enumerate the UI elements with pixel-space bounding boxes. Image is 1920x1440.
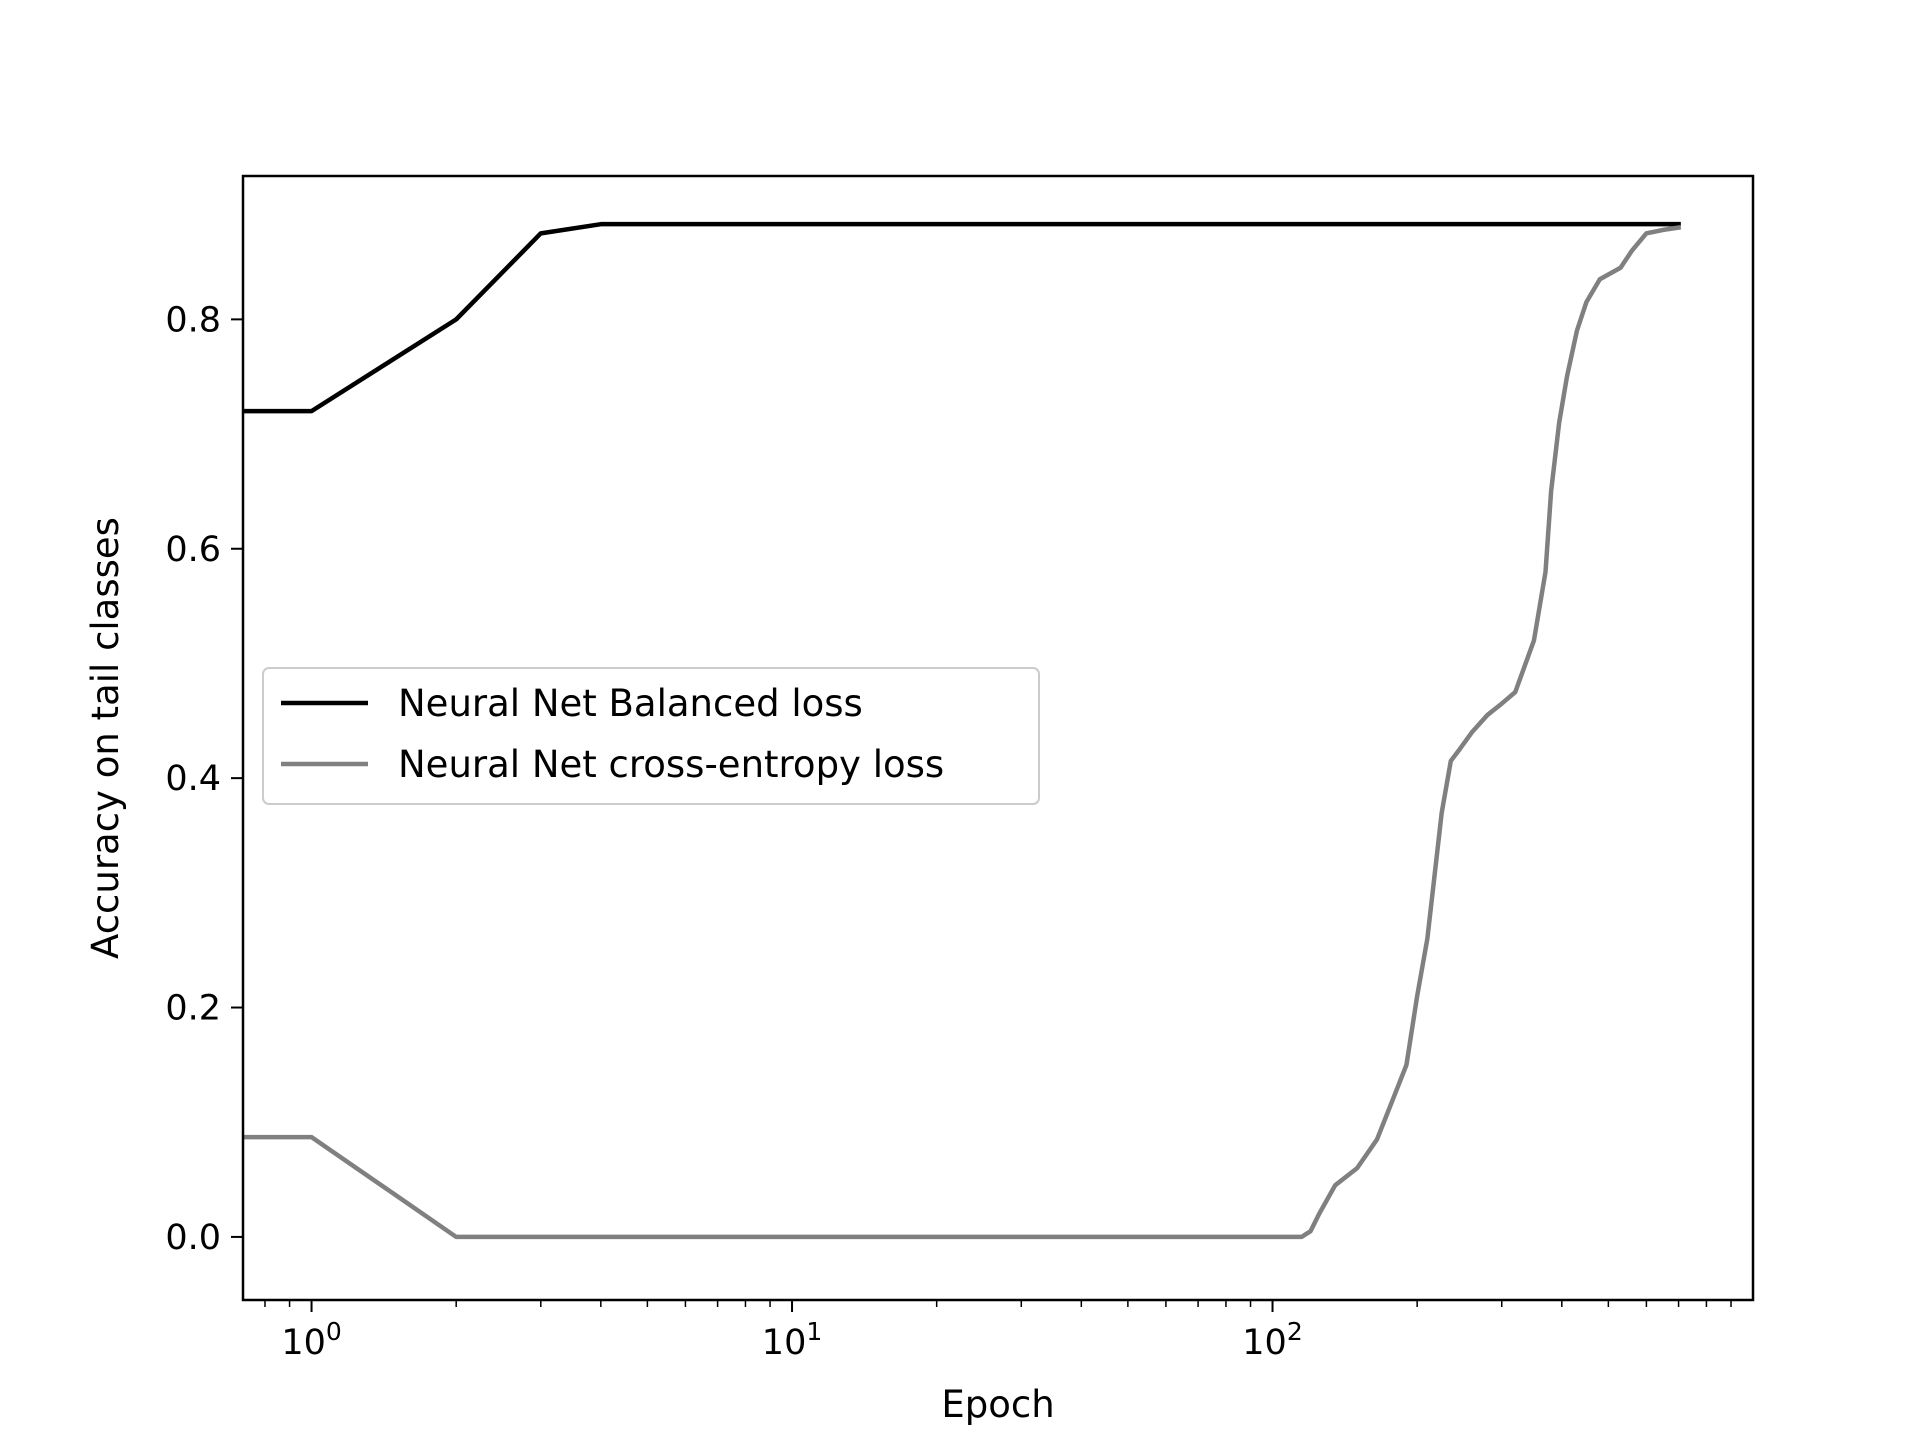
y-tick-label: 0.0 xyxy=(165,1218,221,1258)
series-line-1 xyxy=(243,221,1681,414)
x-tick-base: 10 xyxy=(762,1323,807,1363)
series-line-2 xyxy=(243,225,1682,1240)
legend-label-1: Neural Net Balanced loss xyxy=(398,682,863,725)
x-tick-label: 102 xyxy=(1242,1317,1302,1363)
y-axis: 0.0 0.2 0.4 0.6 0.8 xyxy=(165,300,243,1258)
x-tick-exponent: 0 xyxy=(326,1317,342,1346)
x-tick-label: 101 xyxy=(762,1317,822,1363)
x-axis: 100 101 102 xyxy=(264,1300,1732,1363)
y-tick-label: 0.4 xyxy=(165,759,221,799)
x-tick-exponent: 2 xyxy=(1287,1317,1303,1346)
legend-label-2: Neural Net cross-entropy loss xyxy=(398,743,944,786)
legend-box xyxy=(262,667,1040,805)
y-axis-label: Accuracy on tail classes xyxy=(84,517,127,959)
plot-frame xyxy=(241,174,1755,1302)
y-tick-label: 0.6 xyxy=(165,530,221,570)
legend: Neural Net Balanced loss Neural Net cross… xyxy=(262,667,1040,805)
x-tick-exponent: 1 xyxy=(806,1317,822,1346)
y-tick-label: 0.2 xyxy=(165,989,221,1029)
x-tick-base: 10 xyxy=(1242,1323,1287,1363)
x-tick-base: 10 xyxy=(281,1323,326,1363)
x-tick-label: 100 xyxy=(281,1317,341,1363)
series-layer xyxy=(243,221,1682,1240)
y-tick-label: 0.8 xyxy=(165,300,221,340)
x-axis-label: Epoch xyxy=(941,1383,1054,1426)
